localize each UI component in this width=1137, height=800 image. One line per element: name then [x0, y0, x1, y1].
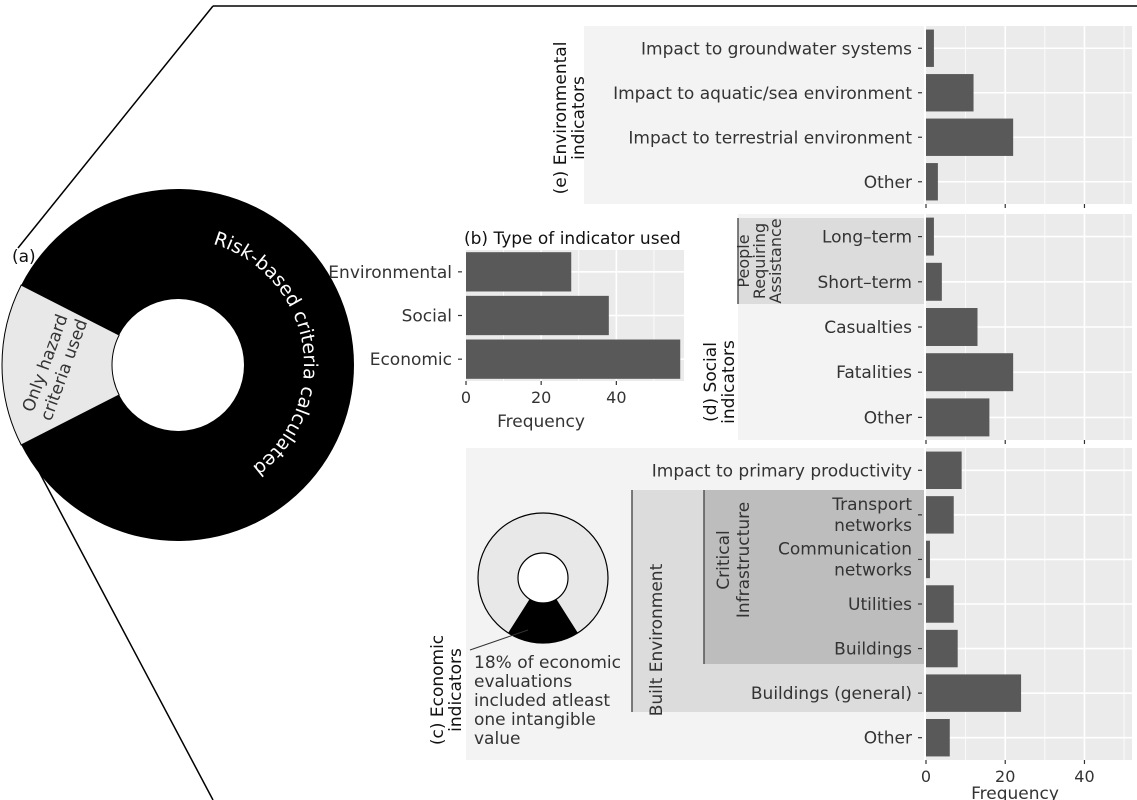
donut-c-leader	[469, 629, 529, 651]
chart-e-bar-impact-to-groundwater-systems	[926, 29, 934, 67]
chart-e-category-label: Impact to aquatic/sea environment	[613, 84, 912, 104]
people-assistance-label: People Requiring Assistance	[734, 218, 785, 303]
panel-e-background	[584, 26, 924, 204]
critical-infrastructure-box	[704, 490, 924, 664]
chart-c-category-label: Buildings	[834, 640, 912, 660]
panel-e-title-line-2: indicators	[569, 76, 589, 160]
chart-c-category-label: Impact to primary productivity	[652, 461, 912, 481]
chart-c-category-label: Buildings (general)	[751, 684, 912, 704]
donut-c-hole	[517, 552, 569, 604]
chart-b-category-label: Economic	[370, 350, 452, 370]
panel-e-title-line-1: (e) Environmental	[551, 42, 571, 195]
chart-c-category-label: Transport	[831, 495, 912, 515]
people-assistance-box	[738, 218, 924, 304]
built-environment-label: Built Environment	[647, 563, 667, 716]
panel-d-title-line-2: indicators	[719, 340, 739, 424]
chart-c-bar-impact-to-primary-productivity	[926, 451, 962, 490]
chart-d-category-label: Fatalities	[836, 363, 912, 383]
chart-b-xtick-label: 0	[461, 388, 471, 407]
chart-b-bar-social	[466, 295, 609, 336]
chart-c-bar-buildings-general	[926, 674, 1022, 712]
chart-d-category-label: Short–term	[818, 273, 913, 293]
chart-c-category-label: Other	[864, 729, 912, 749]
chart-d-category-label: Casualties	[824, 318, 912, 338]
chart-b-xtick-label: 20	[531, 388, 551, 407]
chart-d-bar-fatalities	[926, 353, 1014, 392]
chart-e-category-label: Other	[864, 173, 912, 193]
chart-c-bar-utilities	[926, 585, 954, 623]
panel-a-label: (a)	[12, 247, 36, 267]
chart-c-category-label: networks	[834, 560, 912, 580]
chart-d-bar-other	[926, 398, 990, 437]
chart-d-bar-long-term	[926, 217, 934, 256]
people-label-line-2: Requiring	[750, 223, 769, 299]
panel-c-title-line-2: indicators	[446, 648, 466, 732]
donut-c-annotation-line-5: value	[474, 729, 520, 749]
donut-c-annotation-line-4: one intangible	[474, 710, 596, 730]
chart-b-xlabel: Frequency	[497, 412, 585, 432]
chart-e-category-label: Impact to groundwater systems	[641, 39, 912, 59]
chart-c-category-label: networks	[834, 516, 912, 536]
chart-b-category-label: Environmental	[328, 263, 452, 283]
chart-c-xtick-label: 0	[921, 767, 931, 786]
chart-e-bar-impact-to-terrestrial-environment	[926, 118, 1014, 156]
chart-c-bar-other	[926, 718, 950, 757]
chart-d-category-label: Long–term	[822, 228, 912, 248]
chart-c-bar-communication-networks	[926, 540, 930, 579]
chart-c-bar-transport-networks	[926, 496, 954, 534]
donut-c-annotation-line-2: evaluations	[474, 672, 572, 692]
chart-b-bar-environmental	[466, 252, 572, 292]
chart-indicators: Impact to groundwater systems Impact to a…	[613, 26, 1132, 800]
panel-d-title: (d) Social indicators	[701, 340, 739, 424]
panel-c-title-line-1: (c) Economic	[428, 635, 448, 745]
chart-b-xtick-label: 40	[606, 388, 626, 407]
chart-c-bar-buildings	[926, 629, 958, 668]
donut-c	[477, 512, 609, 644]
chart-b-bar-economic	[466, 339, 681, 379]
chart-c-xlabel: Frequency	[971, 784, 1059, 800]
donut-c-annotation-line-1: 18% of economic	[474, 653, 621, 673]
panel-d-title-line-1: (d) Social	[701, 342, 721, 422]
chart-c-xtick-label: 20	[995, 767, 1015, 786]
people-label-line-3: Assistance	[766, 218, 785, 303]
chart-e-plot-area	[926, 26, 1132, 204]
donut-a-slice-risk-based	[21, 189, 354, 542]
people-label-line-1: People	[734, 234, 753, 287]
chart-c-category-label: Communication	[778, 539, 912, 559]
critical-label-line-2: Infrastructure	[734, 502, 754, 618]
chart-e-bar-other	[926, 163, 938, 201]
chart-d-bar-casualties	[926, 308, 978, 346]
panel-b-title: (b) Type of indicator used	[464, 229, 681, 249]
chart-d-category-label: Other	[864, 408, 912, 428]
donut-c-annotation-line-3: included atleast	[474, 691, 610, 711]
chart-e-category-label: Impact to terrestrial environment	[628, 128, 912, 148]
chart-d-bar-short-term	[926, 262, 942, 301]
donut-c-slice-intangible	[508, 599, 578, 643]
critical-label-line-1: Critical	[714, 530, 734, 589]
critical-infrastructure-label: Critical Infrastructure	[714, 502, 754, 618]
chart-c-xtick-label: 40	[1074, 767, 1094, 786]
donut-a-slice-hazard-only	[1, 284, 120, 446]
panel-e-title: (e) Environmental indicators	[551, 42, 589, 195]
chart-e-bar-impact-to-aquatic-sea-environment	[926, 74, 974, 112]
chart-b: Environmental Social Economic 0 20 40 Frequenc…	[328, 250, 684, 432]
chart-c-category-label: Utilities	[848, 595, 912, 615]
zoom-wedge	[17, 5, 1137, 800]
panel-c-title: (c) Economic indicators	[428, 635, 466, 745]
chart-b-category-label: Social	[402, 307, 452, 327]
